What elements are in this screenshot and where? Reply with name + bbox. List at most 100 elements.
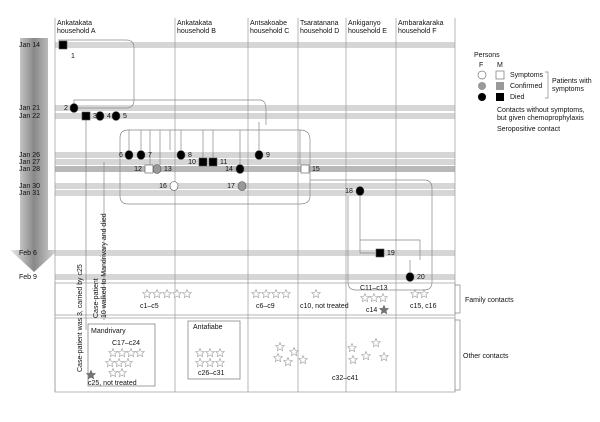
patient-label: 5 [123, 113, 127, 120]
legend-symbol [496, 93, 504, 101]
contact-star [346, 342, 358, 353]
contact-star [280, 288, 292, 299]
date-label: Jan 30 [19, 183, 40, 190]
patient-female [237, 181, 247, 191]
legend-label: Symptoms [510, 72, 544, 79]
patient-male [81, 111, 91, 121]
legend-label: symptoms [552, 86, 584, 93]
connector [128, 122, 301, 165]
patient-label: 17 [227, 183, 235, 190]
contact-star [282, 356, 294, 367]
patient-label: 10 [188, 159, 196, 166]
household-label: Ankatakata [57, 20, 92, 27]
family-row [54, 282, 456, 316]
contact-label: c14 [366, 307, 377, 314]
contact-label: c6–c9 [256, 303, 275, 310]
contact-star [370, 337, 382, 348]
contact-star [113, 357, 125, 368]
patient-female [355, 186, 365, 196]
contact-star [107, 367, 119, 378]
contact-star [204, 357, 216, 368]
date-band [55, 190, 455, 196]
contact-label: c1–c5 [140, 303, 159, 310]
contact-star [141, 288, 153, 299]
household-label: Ambarakaraka [398, 20, 444, 27]
connector [73, 99, 267, 125]
contact-star [171, 288, 183, 299]
date-label: Jan 21 [19, 105, 40, 112]
legend-label: M [497, 62, 503, 69]
date-label: Jan 27 [19, 159, 40, 166]
connector [58, 39, 135, 109]
contact-label: C17–c24 [112, 340, 140, 347]
contact-label: c32–c41 [332, 375, 359, 382]
household-label: household D [300, 28, 339, 35]
patient-label: 4 [107, 113, 111, 120]
date-band [55, 113, 455, 119]
place-label: Mandrivary [91, 328, 126, 335]
connector [85, 116, 105, 330]
legend-label: F [479, 62, 483, 69]
patient-female [111, 111, 121, 121]
patient-label: 6 [119, 152, 123, 159]
contact-star [125, 347, 137, 358]
patient-label: 16 [159, 183, 167, 190]
contact-label: C11–c13 [360, 285, 388, 292]
contact-star [116, 367, 128, 378]
contact-star [297, 354, 309, 365]
legend-label: Confirmed [510, 83, 542, 90]
contact-label: c10, not treated [300, 303, 349, 310]
other-row [54, 317, 456, 393]
place-label: Antafiabe [193, 324, 223, 331]
contact-star [418, 288, 430, 299]
legend-label: Died [510, 94, 525, 101]
bracket [455, 284, 461, 391]
date-band [55, 105, 455, 111]
contact-star [214, 357, 226, 368]
patient-male [208, 157, 218, 167]
contact-star [181, 288, 193, 299]
contact-label: c25, not treated [88, 380, 137, 387]
connector [119, 129, 311, 205]
contact-star [272, 352, 284, 363]
patient-female [136, 150, 146, 160]
patient-female [95, 111, 105, 121]
patient-male [300, 164, 310, 174]
patient-male [58, 40, 68, 50]
household-label: household A [57, 28, 96, 35]
date-label: Jan 26 [19, 152, 40, 159]
legend-title: Persons [474, 52, 500, 59]
connector [359, 196, 421, 272]
patient-female [169, 181, 179, 191]
contact-star [378, 351, 390, 362]
patient-label: 11 [220, 159, 227, 166]
date-label: Feb 6 [19, 250, 37, 257]
patient-label: 3 [93, 113, 97, 120]
patient-label: 1 [71, 53, 75, 60]
contact-star [274, 341, 286, 352]
contact-star [288, 346, 300, 357]
patient-label: 19 [387, 250, 395, 257]
legend-brace [545, 71, 549, 99]
legend-symbol [478, 93, 486, 101]
legend-label: but given chemoprophylaxis [497, 115, 584, 122]
household-label: household F [398, 28, 437, 35]
contact-star [151, 288, 163, 299]
legend-symbol [496, 82, 504, 90]
household-label: Antsakoabe [250, 20, 287, 27]
patient-female [69, 103, 79, 113]
contact-star [378, 304, 390, 315]
contact-label: c26–c31 [198, 370, 225, 377]
time-arrow [10, 38, 58, 272]
contact-star [409, 288, 421, 299]
patient-label: 18 [345, 188, 353, 195]
date-band [55, 166, 455, 172]
contact-star [116, 347, 128, 358]
row-label: Family contacts [465, 297, 514, 304]
patient-male [375, 248, 385, 258]
contact-star [194, 357, 206, 368]
date-band [55, 42, 455, 48]
patient-label: 8 [188, 152, 192, 159]
date-band [55, 159, 455, 165]
